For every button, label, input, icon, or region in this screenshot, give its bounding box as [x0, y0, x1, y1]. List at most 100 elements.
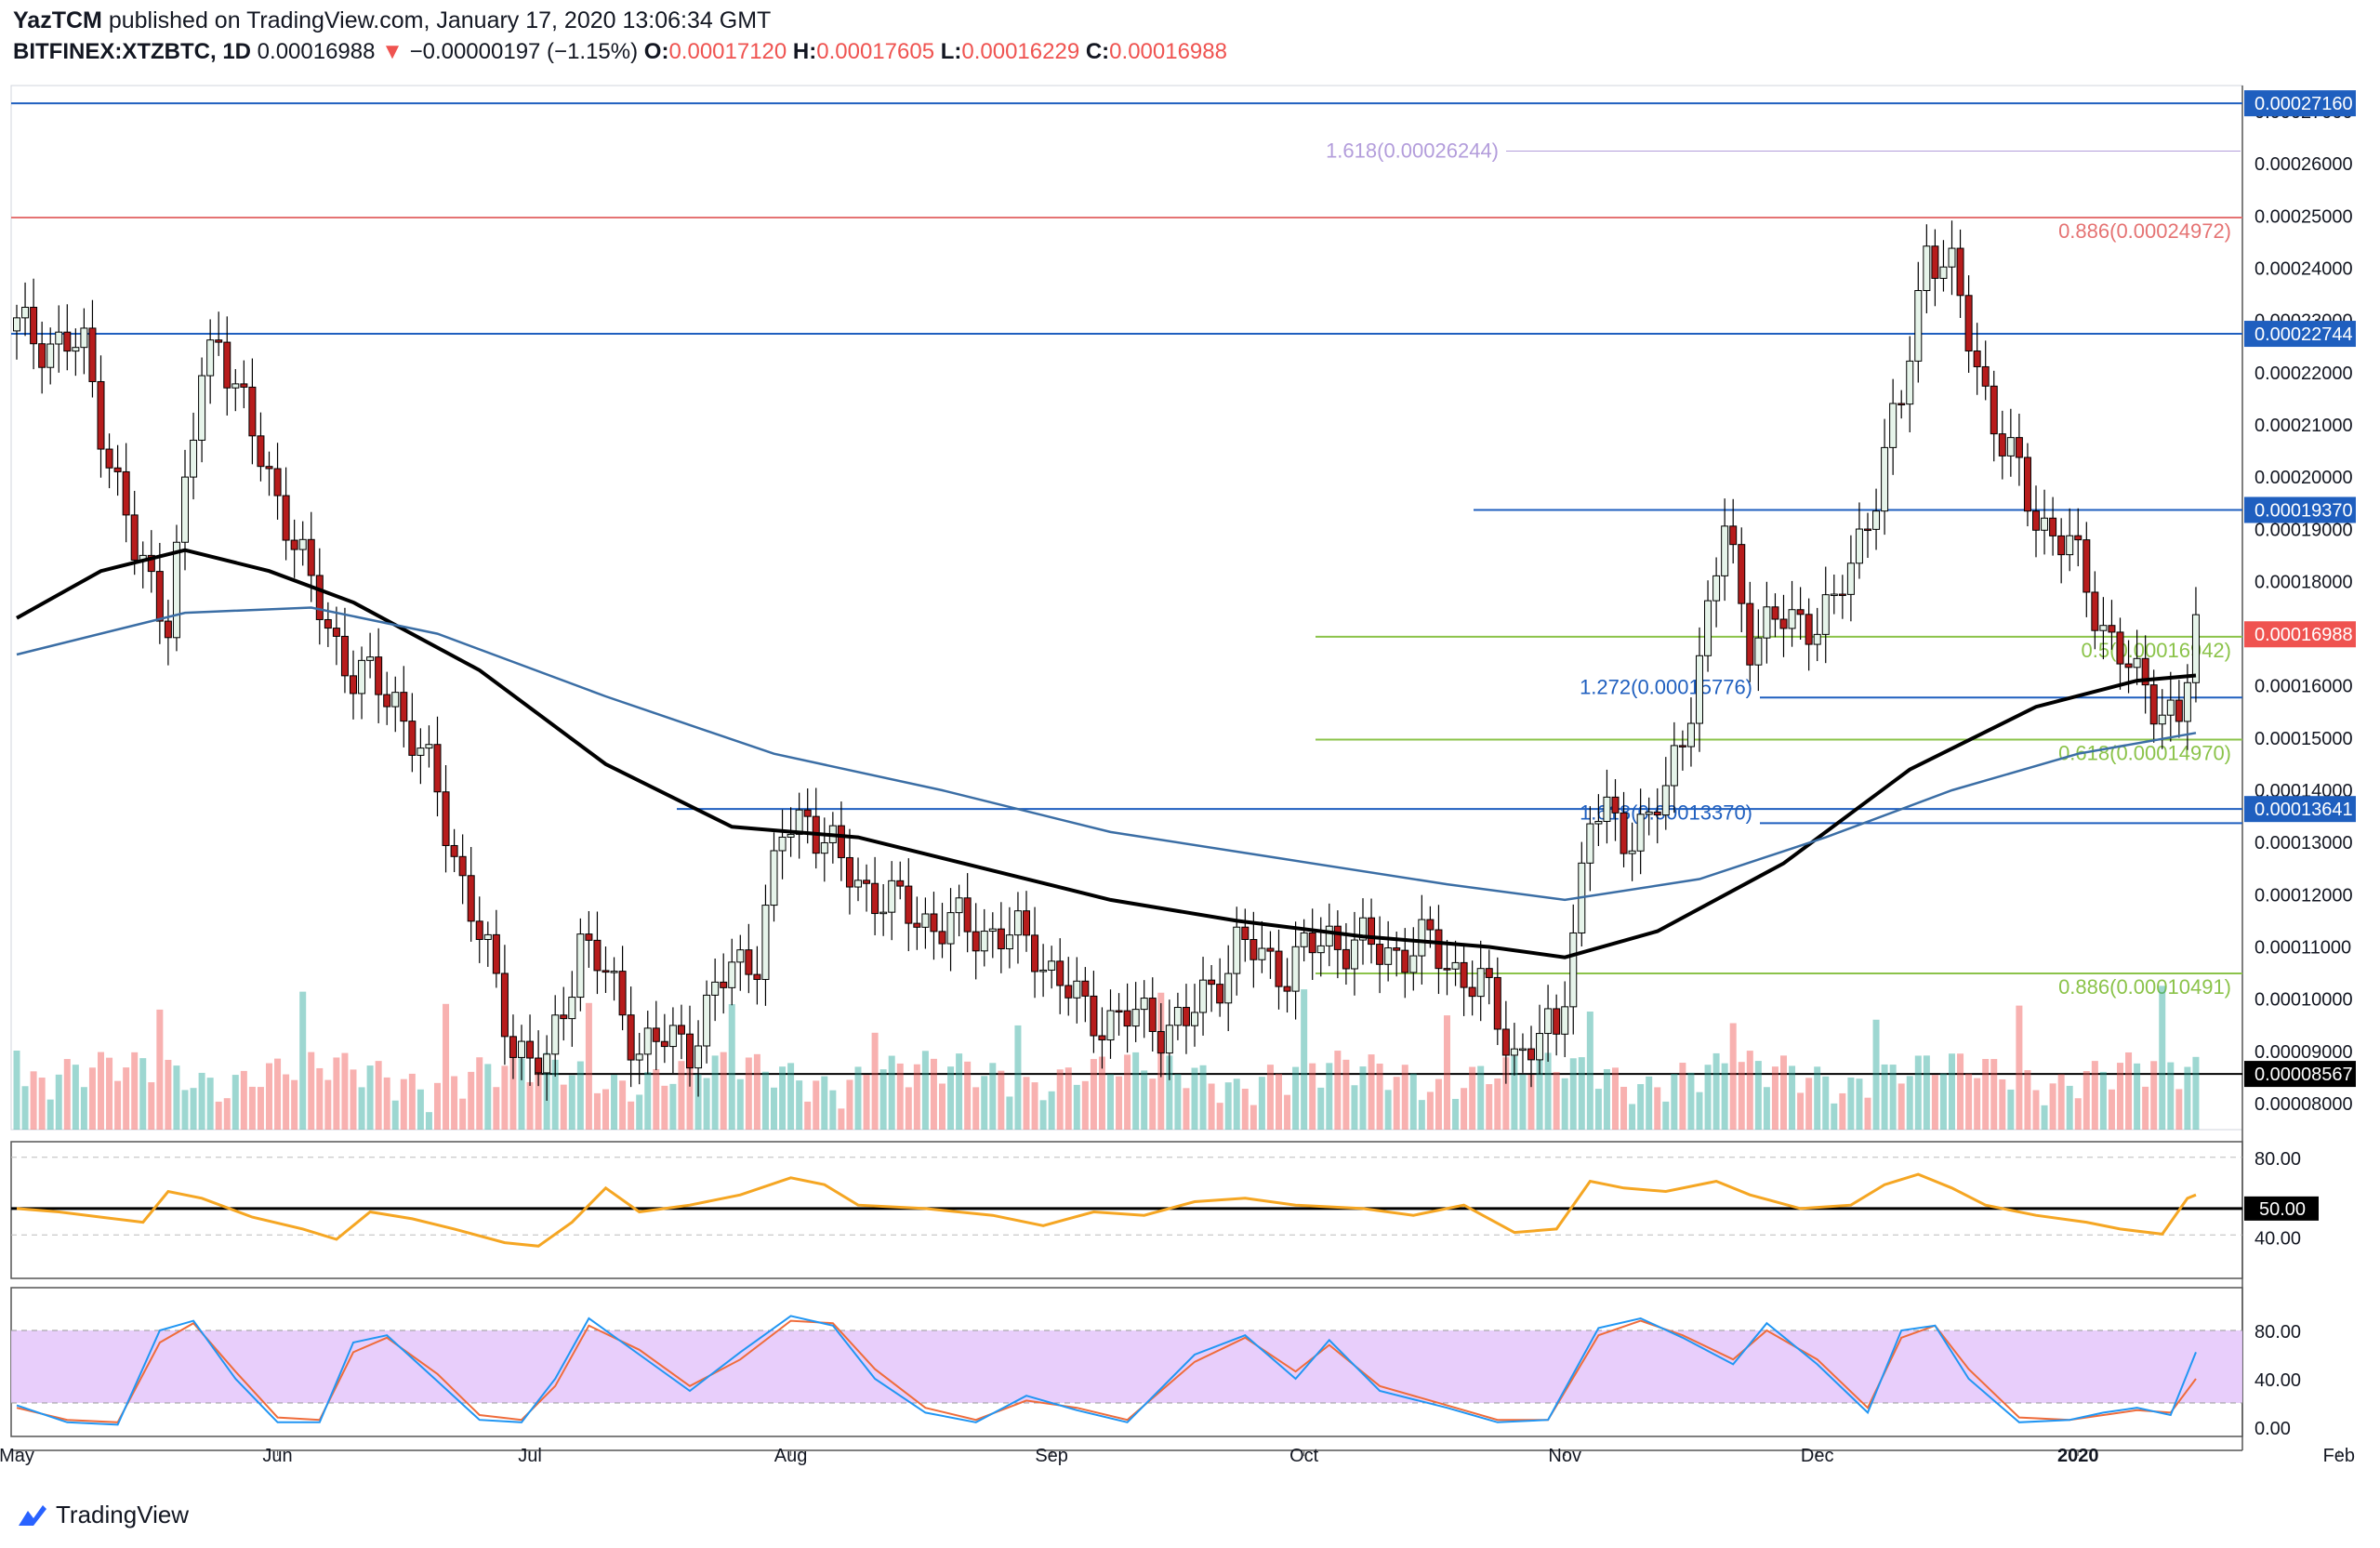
candle-body[interactable] [1864, 528, 1871, 532]
candle-body[interactable] [1738, 544, 1746, 604]
candle-body[interactable] [408, 721, 416, 756]
candle-body[interactable] [483, 933, 492, 940]
candle-body[interactable] [1073, 980, 1081, 999]
candle-body[interactable] [155, 571, 164, 622]
candle-body[interactable] [1544, 1008, 1553, 1035]
candle-body[interactable] [2108, 625, 2116, 633]
candle-body[interactable] [1148, 998, 1157, 1032]
candle-body[interactable] [1881, 446, 1889, 512]
candle-body[interactable] [1897, 403, 1906, 405]
candle-body[interactable] [273, 468, 282, 496]
candle-body[interactable] [1224, 972, 1233, 1004]
candle-body[interactable] [1553, 1008, 1561, 1035]
candle-body[interactable] [63, 331, 72, 352]
candle-body[interactable] [206, 339, 215, 377]
candle-body[interactable] [1939, 266, 1948, 279]
candle-body[interactable] [282, 495, 290, 541]
candle-body[interactable] [147, 554, 155, 573]
candle-body[interactable] [458, 855, 467, 877]
candle-body[interactable] [80, 327, 88, 349]
candle-body[interactable] [1813, 633, 1821, 645]
candle-body[interactable] [1048, 960, 1056, 971]
candle-body[interactable] [2191, 614, 2200, 683]
candle-body[interactable] [543, 1053, 551, 1074]
candle-body[interactable] [1173, 1007, 1182, 1026]
candle-body[interactable] [1123, 1010, 1131, 1027]
candle-body[interactable] [1686, 722, 1695, 748]
candle-body[interactable] [1906, 360, 1914, 405]
candle-body[interactable] [1696, 655, 1703, 724]
candle-body[interactable] [1393, 947, 1401, 951]
candle-body[interactable] [2023, 456, 2031, 512]
candle-body[interactable] [1182, 1007, 1190, 1026]
candle-body[interactable] [618, 971, 627, 1016]
candle-body[interactable] [500, 972, 509, 1038]
candle-body[interactable] [745, 949, 753, 975]
candle-body[interactable] [1914, 290, 1923, 362]
candle-body[interactable] [610, 971, 618, 973]
candle-body[interactable] [2158, 714, 2166, 725]
candle-body[interactable] [1569, 932, 1578, 1008]
candle-body[interactable] [1291, 946, 1300, 992]
candle-body[interactable] [585, 933, 593, 941]
candle-body[interactable] [1923, 245, 1931, 292]
candle-body[interactable] [1023, 910, 1030, 936]
candle-body[interactable] [837, 825, 845, 858]
candle-body[interactable] [1157, 1030, 1165, 1054]
candle-body[interactable] [1805, 614, 1813, 645]
candle-body[interactable] [1409, 955, 1418, 973]
candle-body[interactable] [375, 656, 383, 695]
candle-body[interactable] [2124, 663, 2133, 668]
candle-body[interactable] [1889, 403, 1897, 448]
candle-body[interactable] [955, 897, 963, 914]
candle-body[interactable] [854, 880, 862, 888]
candle-body[interactable] [1931, 245, 1939, 279]
candle-body[interactable] [1855, 528, 1863, 564]
candle-body[interactable] [1485, 968, 1493, 978]
candle-body[interactable] [1258, 947, 1266, 960]
candle-body[interactable] [753, 973, 761, 980]
candle-body[interactable] [215, 339, 223, 343]
candle-body[interactable] [1283, 986, 1291, 992]
candle-body[interactable] [97, 380, 105, 450]
candle-body[interactable] [1443, 968, 1451, 971]
candle-body[interactable] [1031, 934, 1039, 972]
candle-body[interactable] [1199, 979, 1208, 1013]
candle-body[interactable] [1325, 925, 1333, 946]
candle-body[interactable] [1788, 609, 1796, 629]
candle-body[interactable] [795, 809, 803, 835]
candle-body[interactable] [1510, 1048, 1518, 1056]
candle-body[interactable] [1645, 811, 1653, 815]
candle-body[interactable] [113, 467, 122, 472]
candle-body[interactable] [946, 912, 955, 945]
candle-body[interactable] [298, 538, 307, 550]
candle-body[interactable] [703, 994, 711, 1047]
candle-body[interactable] [105, 448, 113, 469]
candle-body[interactable] [568, 997, 576, 1020]
candle-body[interactable] [332, 628, 340, 637]
candle-body[interactable] [863, 880, 871, 884]
candle-body[interactable] [1746, 602, 1754, 666]
candle-body[interactable] [820, 841, 828, 854]
candle-body[interactable] [240, 383, 248, 388]
candle-body[interactable] [1981, 365, 1990, 387]
candle-body[interactable] [1754, 637, 1763, 666]
candle-body[interactable] [1721, 525, 1729, 576]
candle-body[interactable] [130, 514, 139, 561]
candle-body[interactable] [1359, 917, 1367, 941]
candle-body[interactable] [980, 931, 988, 952]
candle-body[interactable] [761, 905, 770, 980]
candle-body[interactable] [1316, 945, 1325, 954]
candle-body[interactable] [248, 386, 257, 437]
candle-body[interactable] [643, 1027, 652, 1055]
candle-body[interactable] [2166, 699, 2175, 716]
candle-body[interactable] [1973, 351, 1981, 367]
candle-body[interactable] [803, 809, 812, 817]
candle-body[interactable] [2149, 684, 2158, 725]
candle-body[interactable] [55, 331, 63, 345]
candle-body[interactable] [635, 1053, 643, 1061]
candle-body[interactable] [930, 913, 938, 933]
candle-body[interactable] [391, 692, 400, 708]
candle-body[interactable] [1106, 1010, 1115, 1041]
candle-body[interactable] [1401, 949, 1409, 973]
